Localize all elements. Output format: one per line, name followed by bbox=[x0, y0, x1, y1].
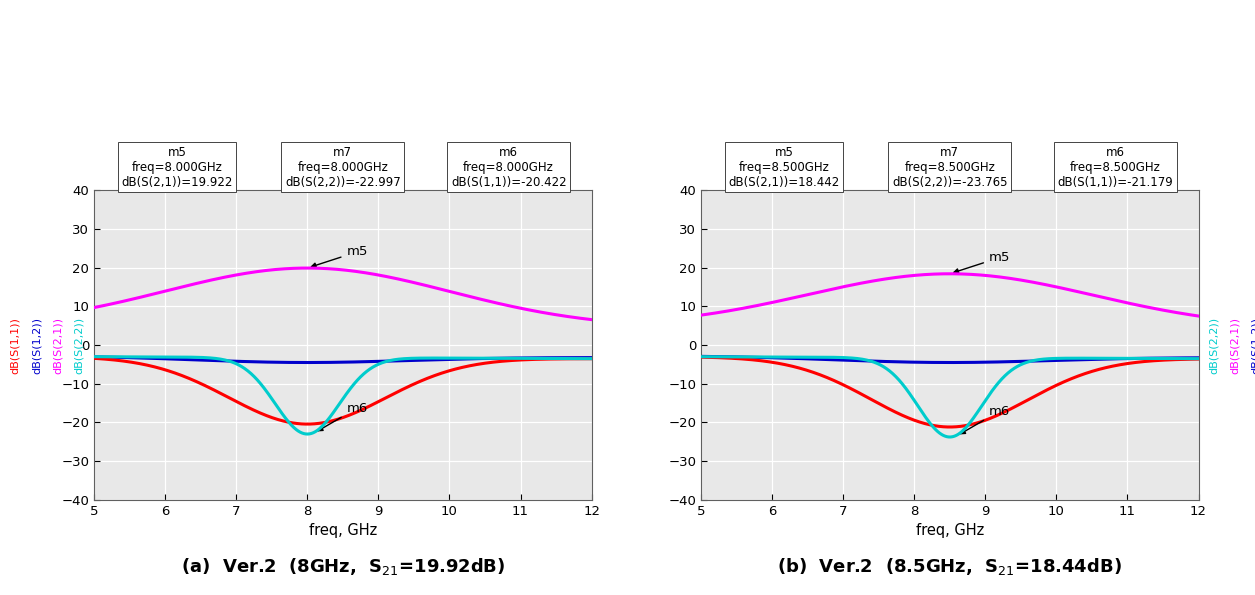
Text: (a)  Ver.2  (8GHz,  S$_{21}$=19.92dB): (a) Ver.2 (8GHz, S$_{21}$=19.92dB) bbox=[181, 556, 505, 577]
Text: m7
freq=8.000GHz
dB(S(2,2))=-22.997: m7 freq=8.000GHz dB(S(2,2))=-22.997 bbox=[285, 146, 400, 189]
X-axis label: freq, GHz: freq, GHz bbox=[309, 523, 376, 538]
Text: dB(S(2,2)): dB(S(2,2)) bbox=[1209, 317, 1219, 374]
Text: dB(S(2,2)): dB(S(2,2)) bbox=[74, 317, 84, 374]
Text: m5: m5 bbox=[954, 251, 1010, 273]
Text: dB(S(2,1)): dB(S(2,1)) bbox=[1230, 317, 1240, 374]
Text: m5
freq=8.000GHz
dB(S(2,1))=19.922: m5 freq=8.000GHz dB(S(2,1))=19.922 bbox=[122, 146, 232, 189]
Text: (b)  Ver.2  (8.5GHz,  S$_{21}$=18.44dB): (b) Ver.2 (8.5GHz, S$_{21}$=18.44dB) bbox=[777, 556, 1122, 577]
Text: m6: m6 bbox=[319, 402, 368, 431]
Text: m7
freq=8.500GHz
dB(S(2,2))=-23.765: m7 freq=8.500GHz dB(S(2,2))=-23.765 bbox=[892, 146, 1008, 189]
Text: m6
freq=8.000GHz
dB(S(1,1))=-20.422: m6 freq=8.000GHz dB(S(1,1))=-20.422 bbox=[451, 146, 566, 189]
X-axis label: freq, GHz: freq, GHz bbox=[916, 523, 984, 538]
Text: m6
freq=8.500GHz
dB(S(1,1))=-21.179: m6 freq=8.500GHz dB(S(1,1))=-21.179 bbox=[1058, 146, 1173, 189]
Text: m6: m6 bbox=[960, 405, 1010, 434]
Text: dB(S(2,1)): dB(S(2,1)) bbox=[53, 317, 63, 374]
Text: dB(S(1,2)): dB(S(1,2)) bbox=[31, 317, 41, 374]
Text: dB(S(1,2)): dB(S(1,2)) bbox=[1251, 317, 1255, 374]
Text: dB(S(1,1)): dB(S(1,1)) bbox=[10, 317, 20, 374]
Text: m5
freq=8.500GHz
dB(S(2,1))=18.442: m5 freq=8.500GHz dB(S(2,1))=18.442 bbox=[728, 146, 840, 189]
Text: m5: m5 bbox=[311, 245, 368, 268]
